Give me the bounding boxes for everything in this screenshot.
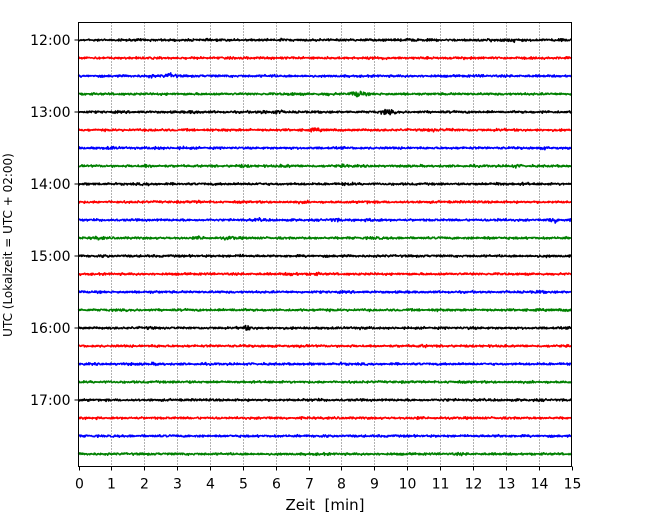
trace-line-1745	[77, 451, 573, 457]
trace-line-1615	[77, 343, 572, 349]
trace-line-1600	[78, 324, 572, 331]
y-tick-label: 12:00	[30, 33, 70, 49]
x-tick-label: 12	[465, 477, 483, 493]
trace-line-1515	[77, 271, 572, 277]
trace-line-1315	[77, 127, 572, 133]
y-tick-label: 15:00	[30, 249, 70, 265]
x-tick-label: 7	[305, 477, 314, 493]
x-tick-label: 5	[239, 477, 248, 493]
x-tick-label: 2	[140, 477, 149, 493]
trace-line-1400	[77, 181, 572, 187]
x-tick-label: 9	[370, 477, 379, 493]
trace-line-1345	[77, 163, 572, 169]
trace-line-1215	[77, 55, 573, 61]
x-tick-label: 11	[432, 477, 450, 493]
y-tick-label: 16:00	[30, 321, 70, 337]
trace-line-1330	[77, 145, 572, 151]
x-axis-label: Zeit [min]	[285, 496, 364, 514]
trace-line-1415	[77, 199, 572, 205]
trace-line-1430	[77, 216, 573, 224]
trace-line-1645	[77, 379, 573, 385]
x-tick-label: 3	[173, 477, 182, 493]
x-tick-layer: 0 1 2 3 4 5 6 7 8 9 10 11 12 13 14 15	[75, 466, 582, 493]
trace-line-1300	[78, 108, 573, 116]
x-tick-label: 13	[498, 477, 516, 493]
x-tick-label: 6	[272, 477, 281, 493]
trace-layer	[77, 37, 573, 457]
trace-line-1545	[77, 307, 572, 313]
y-tick-label: 17:00	[30, 393, 70, 409]
trace-line-1530	[78, 289, 573, 295]
x-tick-label: 10	[399, 477, 417, 493]
trace-line-1630	[77, 361, 572, 367]
y-tick-label: 14:00	[30, 177, 70, 193]
trace-line-1230	[77, 72, 573, 79]
x-tick-label: 1	[107, 477, 116, 493]
trace-line-1715	[77, 415, 572, 421]
trace-line-1700	[78, 397, 573, 403]
trace-line-1200	[77, 37, 573, 44]
trace-line-1245	[77, 90, 573, 98]
x-tick-label: 4	[206, 477, 215, 493]
trace-line-1730	[78, 433, 572, 439]
y-tick-label: 13:00	[30, 105, 70, 121]
grid-layer	[111, 22, 540, 467]
trace-line-1500	[78, 253, 573, 259]
y-tick-layer: 12:00 13:00 14:00 15:00 16:00 17:00	[30, 33, 79, 409]
x-tick-label: 15	[564, 477, 582, 493]
y-axis-label: UTC (Lokalzeit = UTC + 02:00)	[1, 153, 15, 337]
x-tick-label: 14	[531, 477, 549, 493]
x-tick-label: 8	[337, 477, 346, 493]
x-tick-label: 0	[75, 477, 84, 493]
plot-frame	[78, 22, 572, 467]
trace-line-1445	[77, 235, 572, 241]
